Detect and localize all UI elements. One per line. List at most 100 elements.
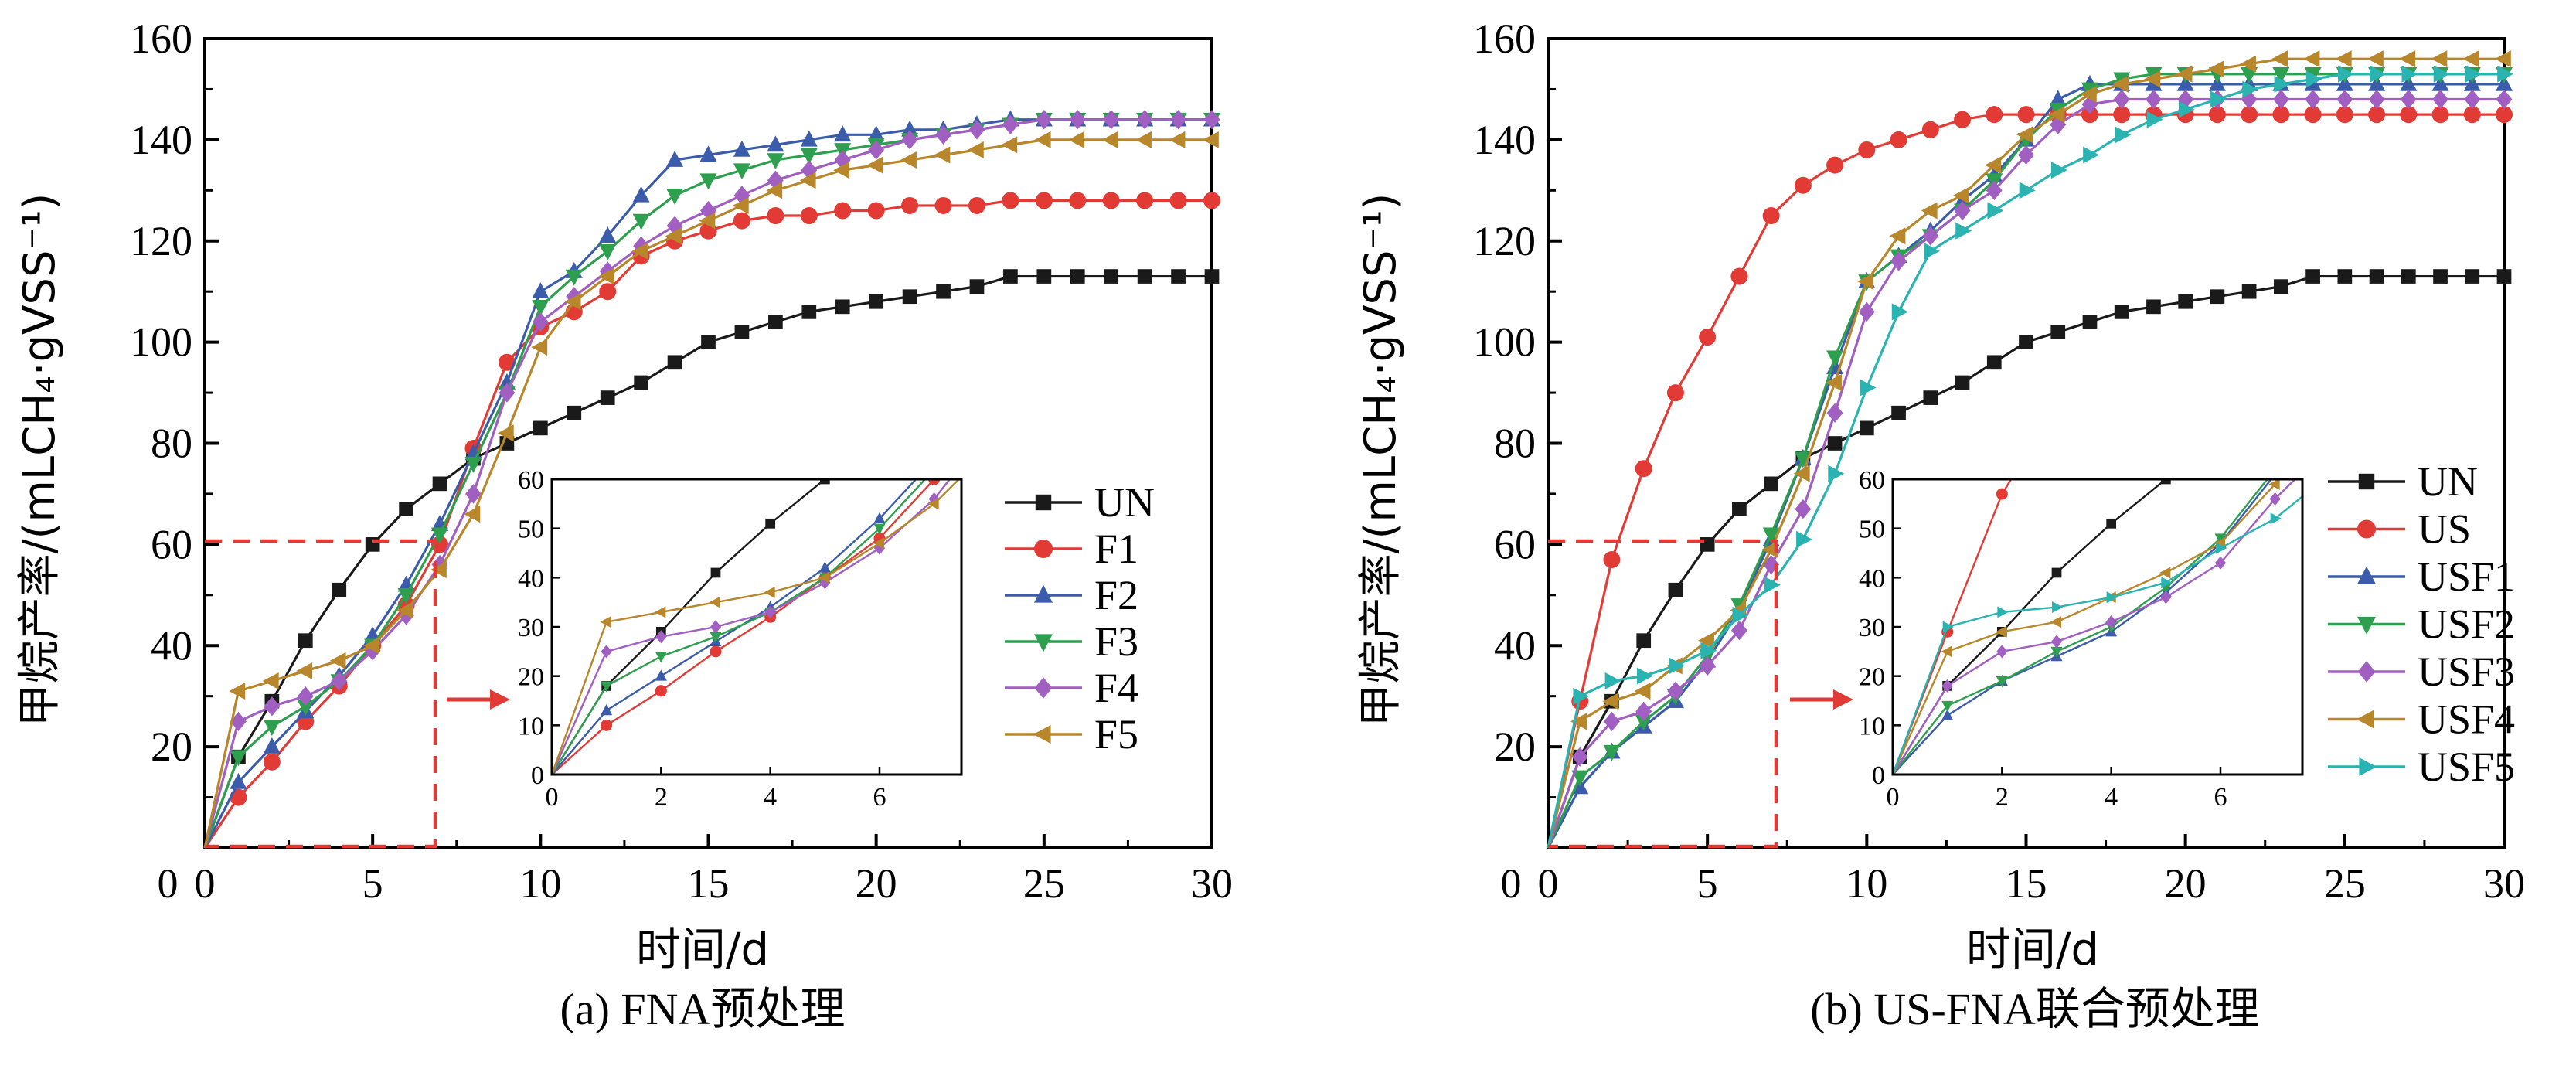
panel-b-data-point: [2431, 106, 2449, 124]
panel-b-inset-point: [2105, 615, 2117, 629]
panel-b-inset-point: [2214, 533, 2227, 545]
panel-a-data-point: [733, 212, 750, 230]
panel-b-data-point: [2146, 111, 2163, 128]
panel-b-data-point: [1603, 551, 1621, 569]
panel-b-series-usf4: [1547, 50, 2511, 849]
panel-b-y-tick-label: 20: [1494, 723, 1536, 770]
panel-a-data-point: [599, 283, 617, 301]
panel-b-data-point: [2241, 89, 2258, 110]
panel-b-data-point: [1732, 502, 1747, 516]
panel-a-y-tick-label: 120: [130, 218, 192, 264]
panel-a-inset-point: [710, 645, 722, 658]
panel-a-data-point: [767, 135, 784, 152]
panel-b-y-tick-label: 120: [1473, 218, 1536, 264]
panel-b-data-point: [1891, 303, 1908, 321]
panel-b-x-tick-label: 20: [2165, 860, 2207, 907]
panel-b-data-point: [1828, 465, 1845, 482]
panel-a-data-point: [1001, 136, 1018, 154]
panel-a-data-point: [297, 699, 315, 716]
panel-a-y-tick-label: 60: [151, 521, 192, 567]
panel-a-data-point: [532, 312, 549, 332]
panel-b-data-point: [2433, 269, 2448, 284]
panel-a-y-tick-label: 100: [130, 319, 192, 366]
panel-a-data-point: [567, 405, 582, 420]
panel-a-legend-label: F5: [1094, 711, 1138, 757]
panel-b-data-point: [2017, 106, 2035, 124]
panel-b-data-point: [1699, 655, 1716, 676]
panel-a-data-point: [868, 140, 885, 160]
panel-a-data-point: [1135, 131, 1152, 148]
panel-b-x-axis-title: 时间/d: [1966, 923, 2099, 975]
panel-b-data-point: [2241, 67, 2258, 83]
panel-b-data-point: [2272, 67, 2290, 83]
panel-a-inset-point: [601, 719, 613, 731]
panel-a-data-point: [834, 202, 852, 220]
panel-a-inset-point: [655, 652, 667, 663]
panel-a-data-point: [1070, 269, 1085, 284]
panel-b-inset-point: [1941, 700, 1954, 713]
panel-b-data-point: [2400, 106, 2418, 124]
panel-a-data-point: [901, 196, 919, 214]
panel-a-data-point: [1101, 131, 1118, 148]
panel-a-data-point: [1202, 131, 1219, 148]
panel-b-data-point: [2369, 269, 2384, 284]
panel-b-legend-label: USF2: [2418, 601, 2515, 648]
panel-b-data-point: [2336, 106, 2353, 124]
panel-b-y-tick-label: 100: [1473, 319, 1536, 366]
panel-b-inset-point: [2214, 556, 2227, 570]
panel-b-data-point: [1635, 460, 1652, 478]
panel-b-data-point: [2210, 90, 2227, 108]
panel-b-data-point: [1955, 222, 1972, 240]
panel-b-data-point: [2019, 182, 2036, 199]
panel-a-data-point: [363, 637, 379, 655]
panel-a-legend-swatch-marker: [1034, 677, 1053, 699]
panel-a-data-point: [867, 202, 885, 220]
panel-a-y-tick-label: 80: [151, 420, 192, 467]
panel-b-data-point: [1667, 681, 1684, 701]
panel-b-data-point: [2464, 89, 2481, 110]
panel-b-data-point: [2497, 65, 2514, 83]
panel-a: (a) FNA预处理 时间/d 甲烷产率/(mLCH₄·gVSS⁻¹) 0 5 10…: [15, 15, 1233, 1034]
panel-b-data-point: [2016, 126, 2033, 144]
panel-b-y-tick-label: 60: [1494, 521, 1536, 567]
panel-a-inset-background: [552, 479, 961, 775]
panel-b-data-point: [1763, 554, 1780, 575]
panel-b-data-point: [2080, 85, 2097, 103]
panel-a-data-point: [667, 355, 682, 370]
panel-a-data-point: [968, 120, 985, 140]
panel-a-data-point: [767, 170, 784, 190]
panel-b-data-point: [2367, 50, 2384, 68]
panel-a-legend-label: F3: [1094, 618, 1138, 665]
panel-a-data-point: [1068, 131, 1085, 148]
panel-a-inset-point: [764, 605, 776, 619]
panel-b-data-point: [1604, 711, 1620, 732]
panel-a-inset-y-tick-label: 40: [518, 564, 544, 593]
panel-a-data-point: [264, 696, 281, 717]
panel-a-data-point: [296, 662, 313, 679]
panel-a-data-point: [230, 772, 247, 789]
panel-a-data-point: [699, 212, 716, 230]
panel-a-inset-point: [709, 596, 720, 608]
panel-b-data-point: [1986, 180, 2003, 200]
panel-b-data-point: [1761, 540, 1778, 558]
panel-b-data-point: [2178, 100, 2195, 118]
panel-b-data-point: [1795, 499, 1812, 519]
panel-a-data-point: [767, 153, 784, 170]
panel-b-data-point: [2050, 162, 2067, 179]
panel-a-inset-point: [655, 606, 666, 618]
panel-b-inset-point: [2050, 616, 2061, 628]
panel-b-data-point: [1986, 106, 2003, 124]
panel-b-data-point: [2337, 269, 2353, 284]
panel-a-series-f5: [203, 131, 1219, 849]
panel-b-inset-point: [1942, 621, 1954, 633]
panel-b-inset-point: [2161, 577, 2173, 589]
panel-a-legend-label: F2: [1094, 572, 1138, 618]
panel-a-data-point: [1102, 192, 1120, 209]
panel-a-data-point: [532, 282, 550, 298]
panel-b-series-usf5: [1547, 65, 2514, 849]
panel-a-data-point: [665, 227, 682, 245]
panel-a-inset-point: [929, 415, 939, 425]
panel-a-x-axis-title: 时间/d: [636, 923, 769, 975]
panel-b-inset-point: [1941, 679, 1953, 693]
